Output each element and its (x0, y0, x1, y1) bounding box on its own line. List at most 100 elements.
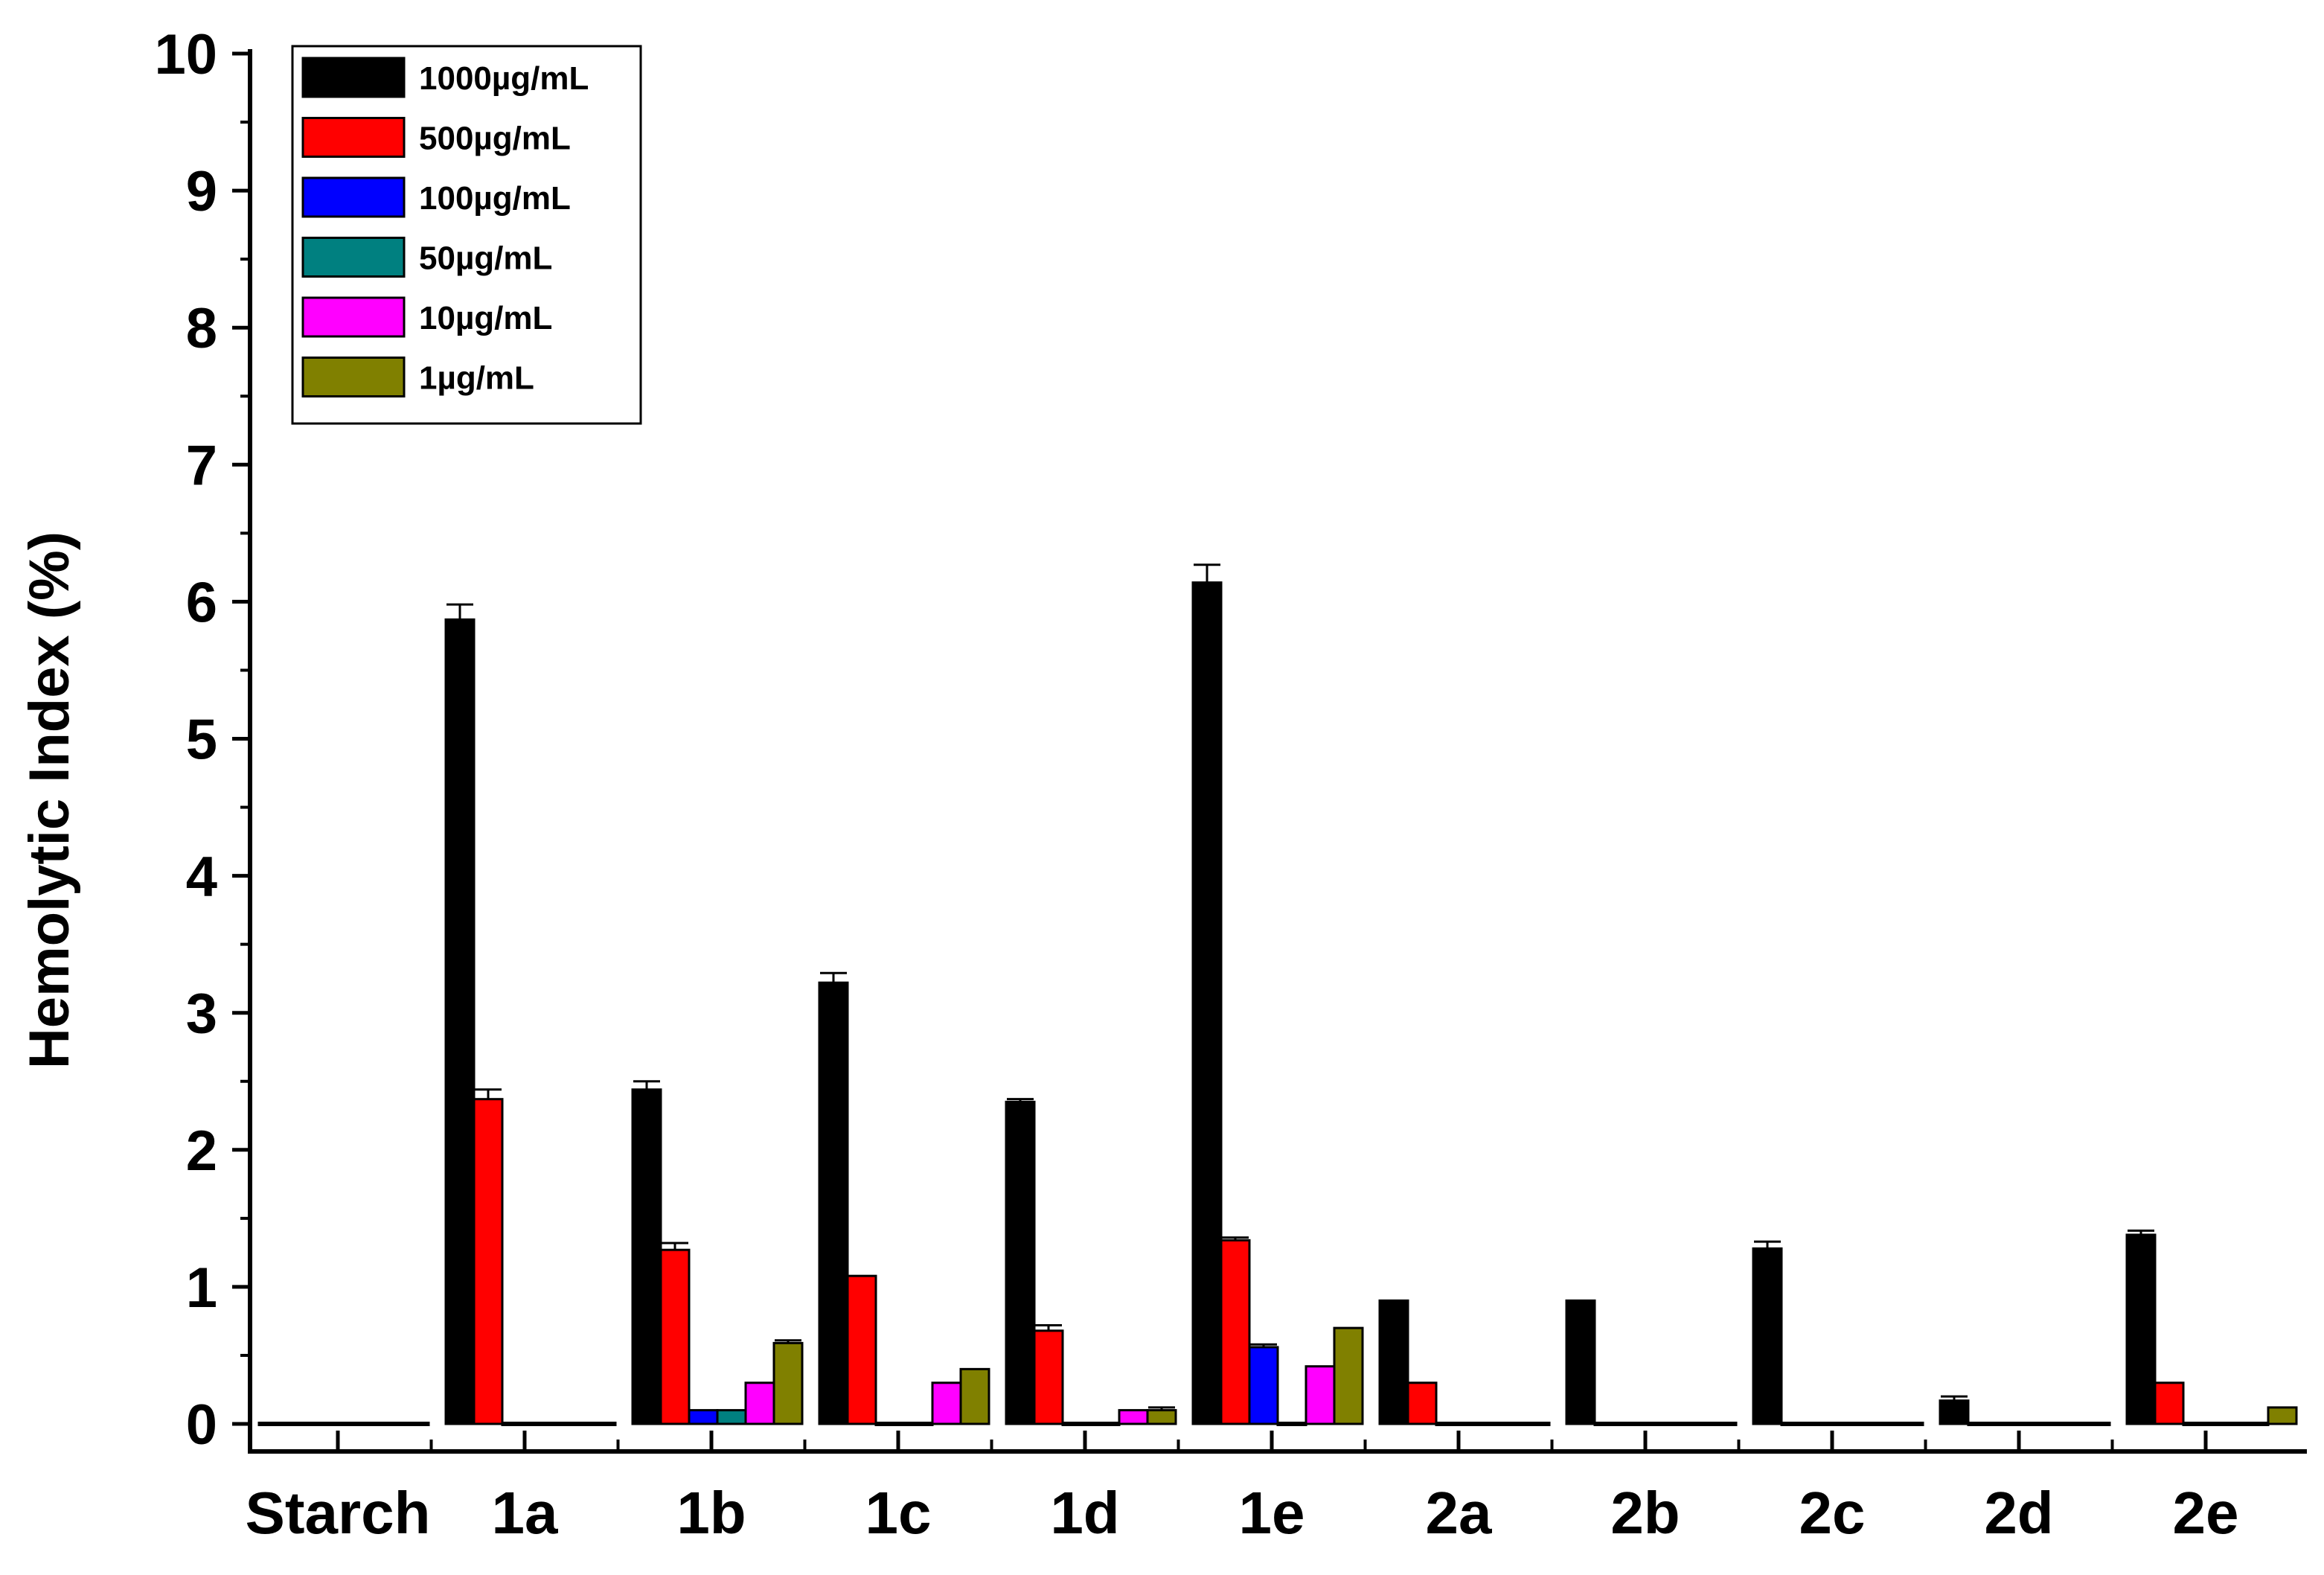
bar (1893, 1422, 1924, 1426)
bar (2182, 1422, 2213, 1426)
bar (529, 1422, 560, 1426)
bar (1967, 1422, 1998, 1426)
bar (444, 618, 476, 1425)
y-tick-label: 9 (186, 160, 217, 223)
legend-label: 10µg/mL (419, 300, 552, 336)
bar (1593, 1422, 1624, 1426)
bar (399, 1422, 430, 1426)
bar (1491, 1422, 1523, 1426)
bar (1995, 1422, 2026, 1426)
bar (1061, 1422, 1092, 1426)
bar (1248, 1346, 1279, 1425)
bar (1005, 1100, 1036, 1425)
bar (2125, 1233, 2157, 1425)
bar (874, 1422, 906, 1426)
bar (688, 1409, 719, 1425)
legend-swatch (301, 57, 406, 98)
x-tick-label: 2c (1799, 1480, 1866, 1546)
y-tick-label: 8 (186, 297, 217, 360)
bar (1276, 1422, 1307, 1426)
bar (1406, 1381, 1438, 1425)
bar (2023, 1422, 2055, 1426)
bar (2238, 1422, 2270, 1426)
bar (586, 1422, 617, 1426)
bar (342, 1422, 374, 1426)
ticks-layer: 0 1 2 3 4 5 6 7 8 9 10 Starch 1a 1b 1c 1d 1e 2a 2b 2c 2d 2e (154, 23, 2238, 1546)
x-tick-label: 1e (1239, 1480, 1305, 1546)
y-tick-label: 5 (186, 709, 217, 772)
y-tick-label: 10 (154, 23, 217, 86)
bar (286, 1422, 317, 1426)
x-tick-label: 2d (1984, 1480, 2053, 1546)
x-tick-label: 1c (865, 1480, 932, 1546)
legend-label: 1000µg/mL (419, 60, 589, 97)
bar (744, 1381, 775, 1425)
bar (1780, 1422, 1811, 1426)
legend-swatch (301, 117, 406, 158)
bar (772, 1341, 804, 1425)
legend-label: 50µg/mL (419, 240, 552, 277)
bar (2210, 1422, 2241, 1426)
bar (1939, 1399, 1970, 1425)
legend-label: 100µg/mL (419, 180, 571, 217)
x-tick-label: 1d (1050, 1480, 1119, 1546)
bar (1622, 1422, 1653, 1426)
bar (1706, 1422, 1738, 1426)
y-axis-label: Hemolytic Index (%) (18, 531, 81, 1069)
y-tick-label: 0 (186, 1393, 217, 1457)
y-tick-label: 1 (186, 1256, 217, 1320)
bar (314, 1422, 345, 1426)
bars-layer (257, 563, 2298, 1426)
legend-swatch (301, 296, 406, 338)
bar (1678, 1422, 1709, 1426)
bar (1305, 1365, 1336, 1425)
y-tick-label: 7 (186, 434, 217, 497)
bar (959, 1367, 990, 1425)
bar (931, 1381, 962, 1425)
bar (2080, 1422, 2111, 1426)
x-tick-label: 2b (1610, 1480, 1680, 1546)
legend-label: 1µg/mL (419, 360, 534, 397)
bar (818, 981, 849, 1425)
legend: 1000µg/mL 500µg/mL 100µg/mL 50µg/mL 10µg/mL 1… (291, 45, 642, 425)
bar (1089, 1422, 1121, 1426)
bar (716, 1409, 747, 1425)
bar (1565, 1299, 1596, 1425)
x-tick-label: 2a (1426, 1480, 1492, 1546)
bar (2267, 1406, 2298, 1425)
bar (501, 1422, 532, 1426)
bar (1118, 1409, 1149, 1425)
x-tick-label: 1b (676, 1480, 746, 1546)
bar (1865, 1422, 1896, 1426)
y-tick-label: 4 (186, 846, 217, 909)
bar (1520, 1422, 1551, 1426)
bar (1752, 1247, 1783, 1425)
bar (473, 1098, 504, 1425)
legend-swatch (301, 237, 406, 278)
bar (1650, 1422, 1681, 1426)
bar (1033, 1329, 1064, 1425)
x-tick-label: Starch (246, 1480, 431, 1546)
bar (2052, 1422, 2083, 1426)
bar (1220, 1239, 1251, 1425)
bar (659, 1248, 691, 1425)
bar (846, 1274, 877, 1425)
x-tick-label: 1a (492, 1480, 558, 1546)
bar (1435, 1422, 1466, 1426)
y-tick-label: 2 (186, 1119, 217, 1183)
bar (557, 1422, 589, 1426)
legend-swatch (301, 176, 406, 218)
bar (1146, 1409, 1177, 1425)
legend-label: 500µg/mL (419, 121, 571, 157)
bar (1378, 1299, 1409, 1425)
bar (2154, 1381, 2185, 1425)
bar (1191, 581, 1223, 1425)
bar (371, 1422, 402, 1426)
y-tick-label: 6 (186, 571, 217, 634)
bar (257, 1422, 289, 1426)
x-tick-label: 2e (2173, 1480, 2239, 1546)
bar (1463, 1422, 1494, 1426)
y-tick-label: 3 (186, 983, 217, 1046)
